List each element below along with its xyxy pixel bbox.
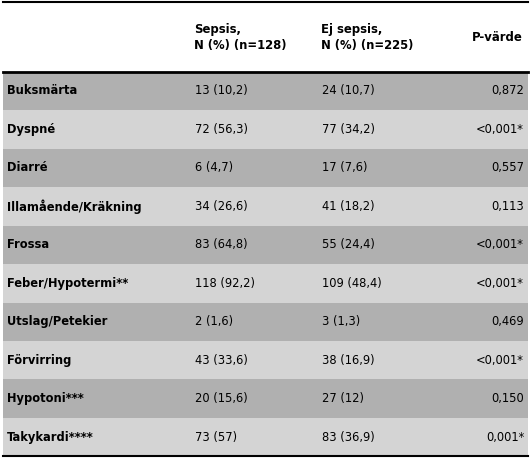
Text: 0,872: 0,872	[491, 84, 524, 98]
Text: Ej sepsis,
N (%) (n=225): Ej sepsis, N (%) (n=225)	[321, 23, 414, 52]
Text: 13 (10,2): 13 (10,2)	[195, 84, 247, 98]
Text: 0,150: 0,150	[491, 392, 524, 405]
Text: Förvirring: Förvirring	[7, 354, 71, 367]
Text: 6 (4,7): 6 (4,7)	[195, 161, 233, 174]
Text: 77 (34,2): 77 (34,2)	[322, 123, 375, 136]
Text: 0,469: 0,469	[492, 315, 524, 328]
Bar	[3, 149, 528, 187]
Bar	[3, 187, 528, 226]
Text: Takykardi****: Takykardi****	[7, 431, 93, 444]
Text: Diarré: Diarré	[7, 161, 47, 174]
Text: 41 (18,2): 41 (18,2)	[322, 200, 375, 213]
Text: 73 (57): 73 (57)	[195, 431, 237, 444]
Text: 72 (56,3): 72 (56,3)	[195, 123, 248, 136]
Text: 0,113: 0,113	[491, 200, 524, 213]
Bar	[3, 264, 528, 303]
Text: 0,001*: 0,001*	[486, 431, 524, 444]
Text: Sepsis,
N (%) (n=128): Sepsis, N (%) (n=128)	[194, 23, 286, 52]
Text: Feber/Hypotermi**: Feber/Hypotermi**	[7, 277, 128, 290]
Text: <0,001*: <0,001*	[476, 238, 524, 251]
Bar	[3, 72, 528, 110]
Text: 118 (92,2): 118 (92,2)	[195, 277, 255, 290]
Text: 83 (64,8): 83 (64,8)	[195, 238, 247, 251]
Text: 43 (33,6): 43 (33,6)	[195, 354, 248, 367]
Text: Illamående/Kräkning: Illamående/Kräkning	[7, 199, 142, 214]
Bar	[3, 2, 528, 72]
Text: 17 (7,6): 17 (7,6)	[322, 161, 368, 174]
Text: Frossa: Frossa	[7, 238, 49, 251]
Text: 27 (12): 27 (12)	[322, 392, 364, 405]
Text: Hypotoni***: Hypotoni***	[7, 392, 84, 405]
Bar	[3, 418, 528, 456]
Bar	[3, 379, 528, 418]
Text: P-värde: P-värde	[472, 30, 523, 44]
Text: 34 (26,6): 34 (26,6)	[195, 200, 247, 213]
Text: 3 (1,3): 3 (1,3)	[322, 315, 361, 328]
Bar	[3, 341, 528, 379]
Text: 24 (10,7): 24 (10,7)	[322, 84, 375, 98]
Bar	[3, 226, 528, 264]
Text: 2 (1,6): 2 (1,6)	[195, 315, 233, 328]
Text: <0,001*: <0,001*	[476, 123, 524, 136]
Text: 38 (16,9): 38 (16,9)	[322, 354, 375, 367]
Text: 55 (24,4): 55 (24,4)	[322, 238, 375, 251]
Text: Utslag/Petekier: Utslag/Petekier	[7, 315, 107, 328]
Text: 109 (48,4): 109 (48,4)	[322, 277, 382, 290]
Text: 83 (36,9): 83 (36,9)	[322, 431, 375, 444]
Text: <0,001*: <0,001*	[476, 354, 524, 367]
Text: Buksmärta: Buksmärta	[7, 84, 77, 98]
Text: 20 (15,6): 20 (15,6)	[195, 392, 247, 405]
Text: <0,001*: <0,001*	[476, 277, 524, 290]
Bar	[3, 303, 528, 341]
Bar	[3, 110, 528, 149]
Text: Dyspné: Dyspné	[7, 123, 55, 136]
Text: 0,557: 0,557	[491, 161, 524, 174]
